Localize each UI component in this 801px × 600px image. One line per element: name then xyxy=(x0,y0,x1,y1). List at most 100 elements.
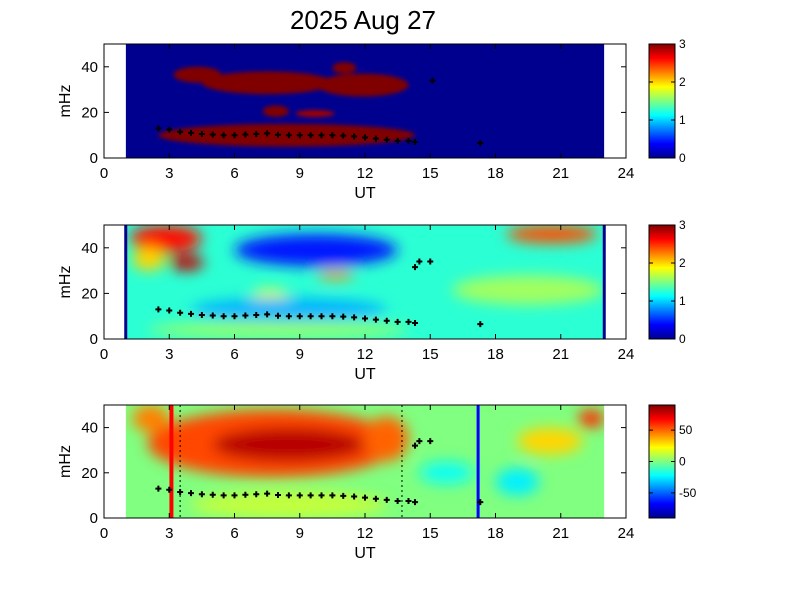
ridge-point xyxy=(253,491,260,498)
ridge-point xyxy=(231,492,238,499)
ridge-point xyxy=(177,128,184,135)
colorbar: 50 0 -50 xyxy=(648,404,697,519)
x-tick-label: 6 xyxy=(230,165,238,182)
x-tick-label: 21 xyxy=(552,346,569,363)
ridge-point xyxy=(198,491,205,498)
colorbar-tick-label: -50 xyxy=(679,486,697,500)
colorbar-frame xyxy=(648,224,676,340)
heatmap-blob xyxy=(201,71,333,95)
marker-dot xyxy=(427,438,434,445)
colorbar: 0 1 2 3 xyxy=(648,218,686,346)
heatmap-field xyxy=(125,44,605,158)
y-tick-label: 20 xyxy=(81,104,98,121)
ridge-point xyxy=(405,318,412,325)
y-tick-label: 0 xyxy=(90,331,98,348)
ridge-point xyxy=(362,134,368,141)
heatmap-field xyxy=(125,405,605,518)
heatmap-blob xyxy=(452,275,605,305)
x-tick-label: 24 xyxy=(618,165,635,182)
heatmap-blob xyxy=(506,225,598,244)
colorbar-tick-label: 1 xyxy=(679,294,686,308)
x-tick-label: 9 xyxy=(296,525,304,542)
ridge-point xyxy=(166,307,173,314)
heatmap-blob xyxy=(495,468,539,496)
ridge-point xyxy=(372,495,379,502)
colorbar-gradient xyxy=(649,44,675,158)
ridge-point xyxy=(340,492,347,499)
ridge-point xyxy=(383,136,390,143)
heatmap-blob xyxy=(295,110,335,117)
ridge-point xyxy=(220,132,227,139)
x-tick-label: 18 xyxy=(487,525,504,542)
marker-dot xyxy=(412,264,419,271)
x-tick-label: 0 xyxy=(100,165,108,182)
y-tick-label: 20 xyxy=(81,465,98,482)
x-tick-label: 21 xyxy=(552,525,569,542)
x-tick-label: 21 xyxy=(552,165,569,182)
colorbar-gradient xyxy=(649,225,675,339)
heatmap-blob xyxy=(578,409,605,428)
ridge-point xyxy=(209,312,216,319)
ridge-point xyxy=(242,491,249,498)
x-tick-label: 3 xyxy=(165,346,173,363)
y-axis-label: mHz xyxy=(57,85,74,118)
heatmap-blobs xyxy=(130,225,605,339)
y-tick-label: 40 xyxy=(81,420,98,437)
ridge-point xyxy=(405,137,412,144)
ridge-point xyxy=(372,135,379,142)
y-tick-label: 40 xyxy=(81,240,98,257)
y-tick-label: 0 xyxy=(90,150,98,167)
y-tick-label: 40 xyxy=(81,59,98,76)
ridge-point xyxy=(412,139,419,146)
y-tick-label: 20 xyxy=(81,285,98,302)
ridge-point xyxy=(231,313,238,320)
heatmap-blobs xyxy=(132,405,605,518)
x-tick-label: 15 xyxy=(422,525,439,542)
colorbar-tick-label: 0 xyxy=(679,151,686,165)
ridge-point xyxy=(318,132,325,139)
colorbar: 0 1 2 3 xyxy=(648,37,686,165)
ridge-point xyxy=(351,493,358,500)
ridge-point xyxy=(264,130,271,137)
colorbar-tick-label: 3 xyxy=(679,218,686,232)
ridge-point xyxy=(362,315,368,322)
colorbar-frame xyxy=(648,43,676,159)
ridge-point xyxy=(296,492,303,499)
heatmap-blob xyxy=(317,73,409,97)
x-tick-label: 24 xyxy=(618,346,635,363)
x-tick-label: 3 xyxy=(165,525,173,542)
ridge-point xyxy=(264,311,271,318)
ridge-point xyxy=(166,486,173,493)
x-tick-label: 6 xyxy=(230,525,238,542)
ridge-point xyxy=(220,313,227,320)
heatmap-blob xyxy=(147,320,409,339)
heatmap-field xyxy=(125,225,605,339)
x-tick-label: 6 xyxy=(230,346,238,363)
ridge-point xyxy=(220,492,227,499)
ridge-point xyxy=(394,498,401,505)
ridge-point xyxy=(412,320,419,327)
heatmap-blob xyxy=(132,247,165,271)
y-axis-label: mHz xyxy=(57,445,74,478)
colorbar-tick-label: 0 xyxy=(679,332,686,346)
ridge-point xyxy=(198,131,205,138)
marker-dot xyxy=(416,438,423,445)
heatmap-blob xyxy=(332,62,357,74)
heatmap-blob xyxy=(132,405,170,433)
ridge-point xyxy=(329,132,336,139)
ridge-points xyxy=(155,125,419,146)
ridge-points xyxy=(155,306,419,327)
heatmap-blob xyxy=(173,66,222,83)
ridge-point xyxy=(383,317,390,324)
ridge-point xyxy=(264,490,271,497)
marker-dot xyxy=(429,77,436,84)
ridge-point xyxy=(188,310,194,317)
colorbar-tick-label: 2 xyxy=(679,75,686,89)
ridge-point xyxy=(242,312,249,319)
y-axis-label: mHz xyxy=(57,266,74,299)
colorbar-tick-label: 3 xyxy=(679,37,686,51)
ridge-point xyxy=(372,316,379,323)
ridge-point xyxy=(307,313,314,320)
